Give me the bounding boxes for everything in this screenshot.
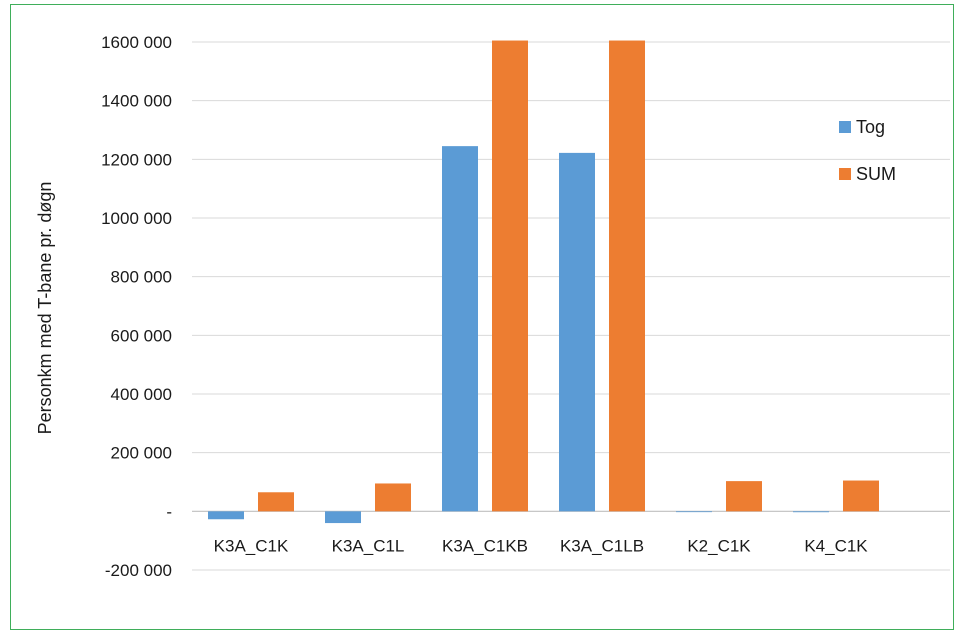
- bar-sum-k3a_c1kb: [492, 40, 528, 512]
- y-tick-label: -: [166, 502, 172, 521]
- legend-swatch-sum: [839, 168, 851, 180]
- bar-tog-k3a_c1k: [208, 511, 244, 520]
- y-tick-label: -200 000: [105, 561, 172, 580]
- y-tick-label: 200 000: [111, 444, 172, 463]
- bar-tog-k3a_c1lb: [559, 152, 595, 512]
- y-tick-label: 600 000: [111, 326, 172, 345]
- bars: [208, 40, 879, 524]
- chart-frame: [10, 4, 954, 630]
- x-tick-label: K4_C1K: [804, 536, 868, 555]
- x-tick-label: K3A_C1LB: [560, 536, 644, 555]
- bar-sum-k2_c1k: [726, 481, 762, 512]
- bar-sum-k3a_c1l: [375, 483, 411, 512]
- bar-tog-k4_c1k: [793, 511, 829, 513]
- bar-sum-k3a_c1k: [258, 492, 294, 512]
- bar-tog-k3a_c1kb: [442, 146, 478, 512]
- y-tick-label: 800 000: [111, 268, 172, 287]
- bar-tog-k3a_c1l: [325, 511, 361, 524]
- legend-label-sum: SUM: [856, 164, 896, 184]
- legend: Tog SUM: [839, 117, 896, 184]
- bar-tog-k2_c1k: [676, 511, 712, 513]
- legend-label-tog: Tog: [856, 117, 885, 137]
- x-tick-label: K3A_C1L: [332, 536, 405, 555]
- x-tick-label: K2_C1K: [687, 536, 751, 555]
- x-axis-ticks: K3A_C1K K3A_C1L K3A_C1KB K3A_C1LB K2_C1K K4_C…: [214, 536, 869, 555]
- y-tick-label: 1200 000: [101, 150, 172, 169]
- y-axis-title: Personkm med T-bane pr. døgn: [35, 182, 55, 435]
- bar-sum-k4_c1k: [843, 480, 879, 512]
- bar-sum-k3a_c1lb: [609, 40, 645, 512]
- y-tick-label: 1400 000: [101, 92, 172, 111]
- legend-swatch-tog: [839, 121, 851, 133]
- y-tick-label: 1000 000: [101, 209, 172, 228]
- x-tick-label: K3A_C1K: [214, 536, 289, 555]
- y-tick-label: 1600 000: [101, 33, 172, 52]
- x-tick-label: K3A_C1KB: [442, 536, 528, 555]
- y-axis-ticks: 1600 000 1400 000 1200 000 1000 000 800 000 6…: [101, 33, 172, 580]
- y-tick-label: 400 000: [111, 385, 172, 404]
